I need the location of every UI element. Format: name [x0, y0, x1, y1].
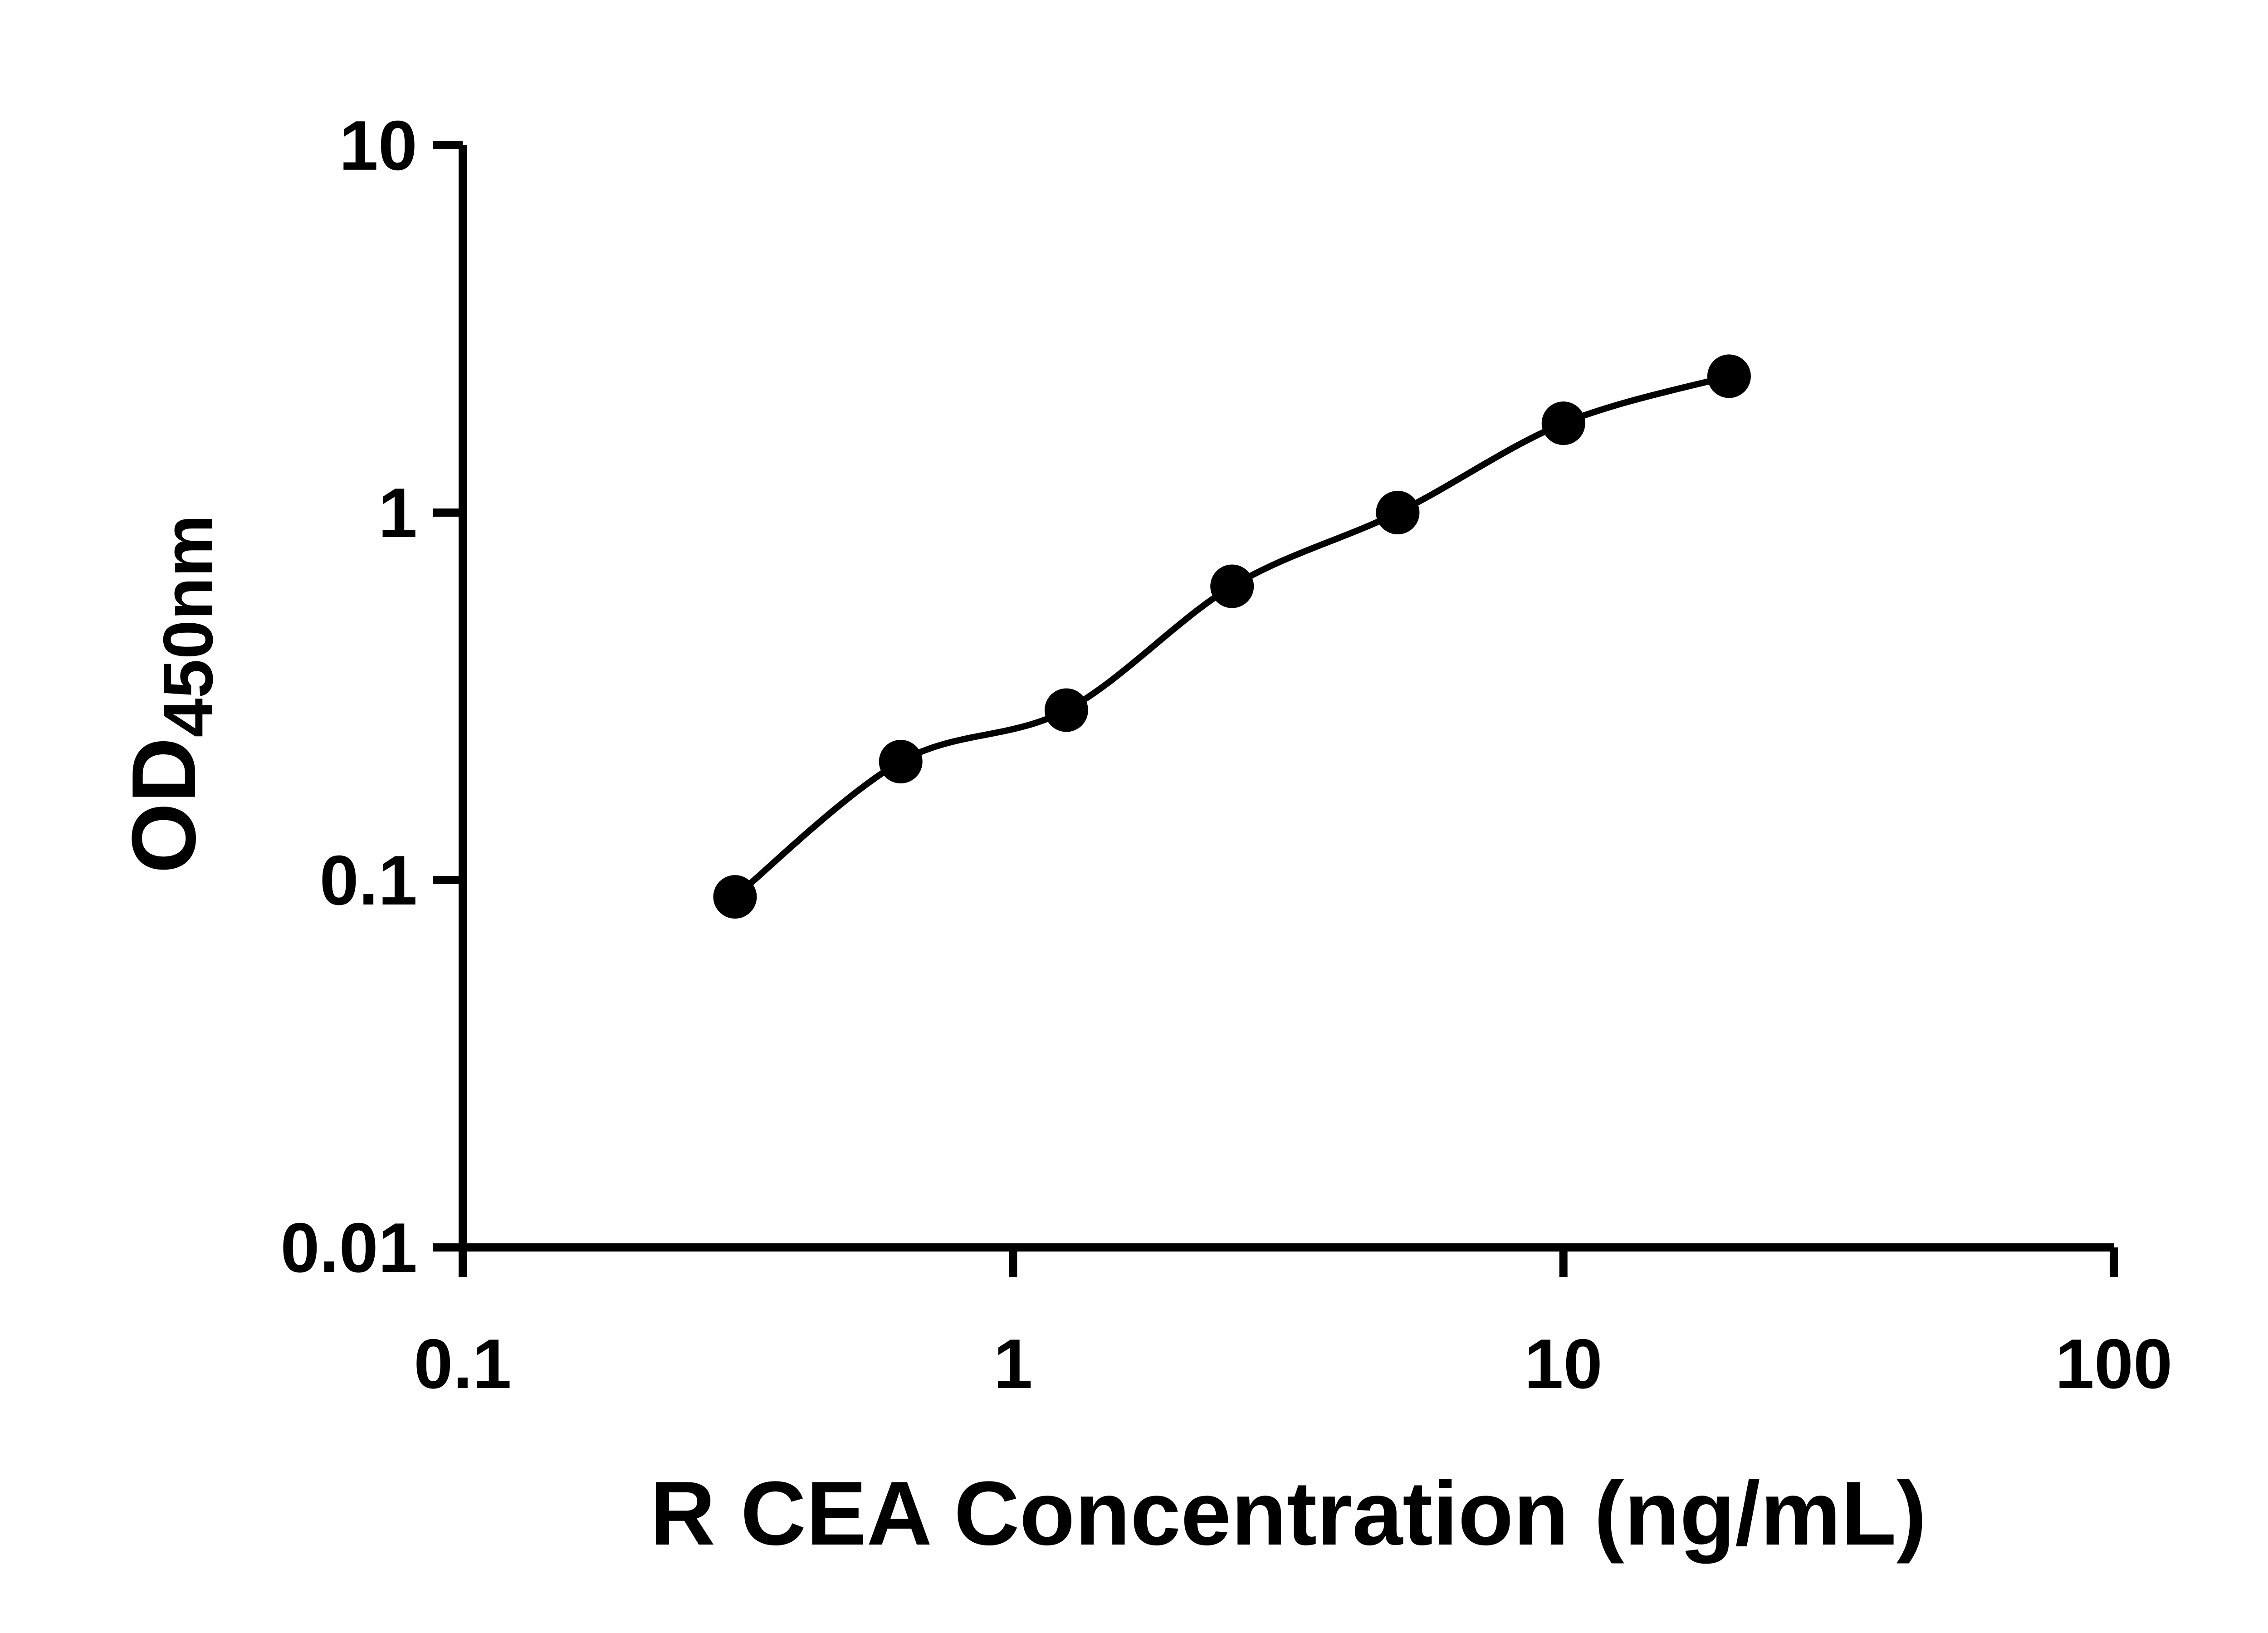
- x-tick-label: 0.1: [414, 1325, 511, 1403]
- y-tick-label: 1: [378, 474, 417, 552]
- axis-frame: [459, 145, 2114, 1252]
- data-point: [1541, 401, 1585, 445]
- x-tick-label: 1: [993, 1325, 1032, 1403]
- y-axis-title-subscript: 450nm: [149, 514, 227, 737]
- y-axis-title: OD450nm: [113, 514, 227, 873]
- x-axis-title: R CEA Concentration (ng/mL): [650, 1463, 1927, 1564]
- data-point: [1376, 491, 1420, 534]
- data-point: [1210, 564, 1254, 608]
- x-tick-label: 100: [2055, 1325, 2173, 1403]
- data-point: [1707, 354, 1751, 398]
- data-point: [1044, 688, 1088, 732]
- y-tick-label: 0.1: [320, 841, 417, 919]
- y-axis-title-main: OD: [113, 738, 215, 874]
- plot-area: 0.1 1 10 100 0.01 0.1 1 10: [280, 106, 2172, 1403]
- data-point: [713, 875, 757, 919]
- x-tick-label: 10: [1524, 1325, 1602, 1403]
- data-point: [879, 740, 923, 783]
- y-tick-label: 10: [339, 106, 417, 185]
- fit-curve: [732, 373, 1732, 900]
- y-tick-label: 0.01: [280, 1208, 417, 1287]
